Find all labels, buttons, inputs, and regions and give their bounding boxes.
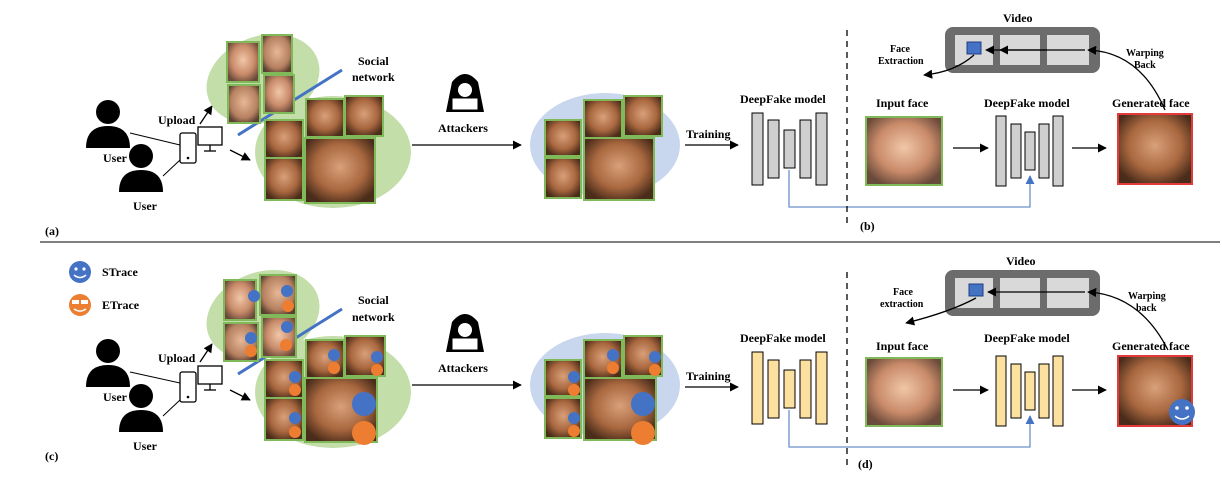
- etrace-icon: [69, 294, 91, 316]
- generated-face-label: Generated face: [1112, 96, 1190, 110]
- training-label: Training: [686, 369, 730, 383]
- panel-b: Video Face Extraction Warping Back Input…: [860, 11, 1193, 233]
- phone-icon: [179, 132, 197, 164]
- warping-back-label: Back: [1134, 60, 1156, 71]
- hacker-icon: [446, 74, 484, 112]
- warping-back-label: Warping: [1126, 48, 1164, 59]
- deepfake-model-label: DeepFake model: [740, 92, 826, 106]
- deepfake-network-yellow: [995, 355, 1064, 427]
- hacker-icon: [446, 314, 484, 352]
- panel-label: (a): [45, 224, 59, 238]
- strace-icon: [1169, 399, 1195, 425]
- user-icon: [86, 100, 130, 148]
- social-photos: [226, 34, 295, 124]
- input-face-label: Input face: [876, 96, 929, 110]
- user-label: User: [103, 151, 128, 165]
- deepfake-network-gray: [751, 112, 828, 186]
- panel-label: (b): [860, 219, 875, 233]
- skip-connection: [788, 170, 1035, 208]
- warping-back-label: Warping: [1128, 291, 1166, 302]
- warping-back-label: back: [1136, 303, 1157, 314]
- upload-label: Upload: [158, 113, 196, 127]
- generated-face-label: Generated face: [1112, 339, 1190, 353]
- monitor-icon: [197, 365, 223, 391]
- input-face-label: Input face: [876, 339, 929, 353]
- face-extraction-label: Face: [893, 287, 914, 298]
- generated-face-image: [1117, 113, 1193, 185]
- legend-etrace-label: ETrace: [102, 298, 140, 312]
- attackers-label: Attackers: [438, 361, 488, 375]
- input-face-image: [865, 116, 943, 186]
- user-icon: [119, 144, 163, 192]
- legend-strace-label: STrace: [102, 265, 138, 279]
- user-icon: [119, 384, 163, 432]
- panel-c: STrace ETrace User User Upload: [45, 261, 1035, 463]
- deepfake-model-label: DeepFake model: [740, 331, 826, 345]
- video-label: Video: [1003, 11, 1033, 25]
- deepfake-network-yellow: [751, 351, 828, 425]
- training-label: Training: [686, 127, 730, 141]
- panel-label: (c): [45, 449, 58, 463]
- monitor-icon: [197, 126, 223, 152]
- social-network-label: network: [352, 310, 395, 324]
- video-label: Video: [1006, 254, 1036, 268]
- user-label: User: [103, 390, 128, 404]
- social-photos-traced: [223, 274, 297, 362]
- user-label: User: [133, 199, 158, 213]
- social-network-label: Social: [358, 54, 389, 68]
- dataset-photos-traced: [544, 335, 663, 445]
- deepfake-model-label: DeepFake model: [984, 96, 1070, 110]
- face-extraction-label: Face: [890, 44, 911, 55]
- user-photos-traced: [264, 335, 386, 445]
- social-network-label: network: [352, 70, 395, 84]
- input-face-image: [865, 357, 943, 427]
- face-extraction-label: Extraction: [878, 56, 924, 67]
- skip-connection: [788, 410, 1035, 448]
- strace-icon: [69, 261, 91, 283]
- attackers-label: Attackers: [438, 121, 488, 135]
- panel-d: Video Face extraction Warping back Input…: [858, 254, 1195, 471]
- user-photos: [264, 95, 384, 204]
- video-strip: [945, 270, 1100, 316]
- phone-icon: [179, 371, 197, 403]
- user-icon: [86, 339, 130, 387]
- social-network-label: Social: [358, 293, 389, 307]
- user-label: User: [133, 439, 158, 453]
- face-extraction-label: extraction: [880, 299, 924, 310]
- deepfake-model-label: DeepFake model: [984, 331, 1070, 345]
- panel-a: User User Upload: [45, 33, 1035, 238]
- dataset-photos: [544, 95, 663, 201]
- panel-label: (d): [858, 457, 873, 471]
- deepfake-network-gray: [995, 115, 1064, 187]
- upload-label: Upload: [158, 351, 196, 365]
